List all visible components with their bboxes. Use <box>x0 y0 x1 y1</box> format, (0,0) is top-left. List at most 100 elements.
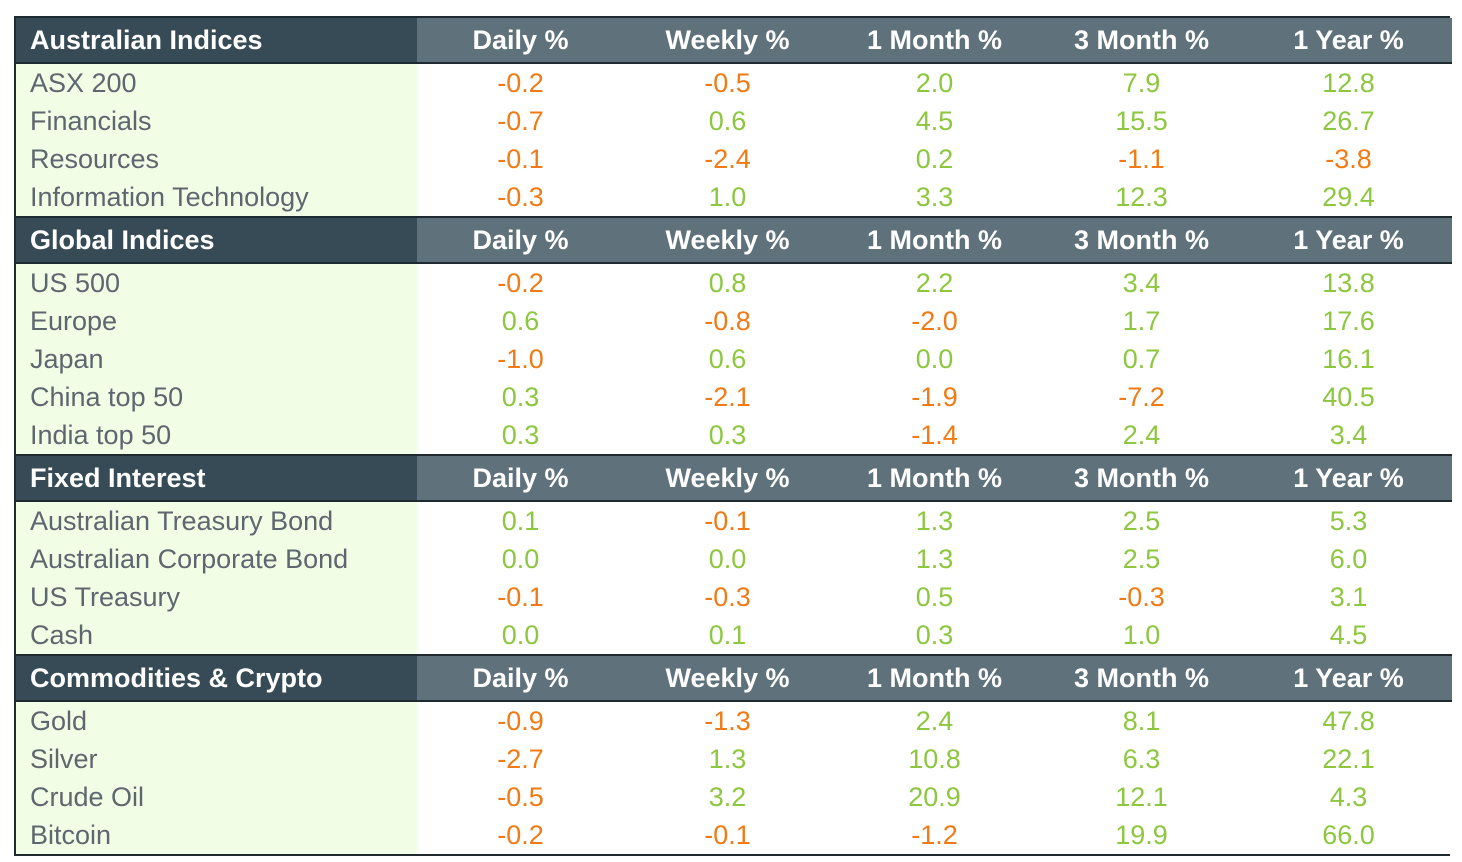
value-cell: 0.3 <box>831 616 1038 655</box>
value-cell: -0.3 <box>417 178 624 217</box>
value-cell: -7.2 <box>1038 378 1245 416</box>
value-cell: 0.3 <box>417 378 624 416</box>
value-cell: -0.5 <box>417 778 624 816</box>
column-header: Daily % <box>417 454 624 502</box>
row-label: Silver <box>16 740 417 778</box>
value-cell: 0.1 <box>417 501 624 540</box>
table-row: US Treasury -0.1 -0.3 0.5 -0.3 3.1 <box>16 578 1452 616</box>
value-cell: 10.8 <box>831 740 1038 778</box>
value-cell: 0.3 <box>417 416 624 455</box>
value-cell: -0.8 <box>624 302 831 340</box>
row-label: Japan <box>16 340 417 378</box>
section-header-australian-indices: Australian Indices Daily % Weekly % 1 Month… <box>16 18 1452 64</box>
row-label: Gold <box>16 701 417 740</box>
value-cell: 17.6 <box>1245 302 1452 340</box>
value-cell: 0.7 <box>1038 340 1245 378</box>
table-row: Resources -0.1 -2.4 0.2 -1.1 -3.8 <box>16 140 1452 178</box>
value-cell: 29.4 <box>1245 178 1452 217</box>
table-row: Bitcoin -0.2 -0.1 -1.2 19.9 66.0 <box>16 816 1452 854</box>
row-label: Information Technology <box>16 178 417 217</box>
value-cell: 22.1 <box>1245 740 1452 778</box>
row-label: Europe <box>16 302 417 340</box>
value-cell: -1.0 <box>417 340 624 378</box>
row-label: Financials <box>16 102 417 140</box>
value-cell: -0.1 <box>417 578 624 616</box>
value-cell: 1.3 <box>831 540 1038 578</box>
value-cell: -1.9 <box>831 378 1038 416</box>
value-cell: 66.0 <box>1245 816 1452 854</box>
value-cell: 8.1 <box>1038 701 1245 740</box>
value-cell: 16.1 <box>1245 340 1452 378</box>
value-cell: 12.8 <box>1245 63 1452 102</box>
row-label: Australian Treasury Bond <box>16 501 417 540</box>
value-cell: 7.9 <box>1038 63 1245 102</box>
table-row: Information Technology -0.3 1.0 3.3 12.3 29.4 <box>16 178 1452 217</box>
column-header: 1 Month % <box>831 654 1038 702</box>
table-row: Cash 0.0 0.1 0.3 1.0 4.5 <box>16 616 1452 655</box>
table-row: Gold -0.9 -1.3 2.4 8.1 47.8 <box>16 701 1452 740</box>
value-cell: -0.3 <box>1038 578 1245 616</box>
performance-grid: Australian Indices Daily % Weekly % 1 Month… <box>16 18 1452 854</box>
row-label: China top 50 <box>16 378 417 416</box>
table-row: ASX 200 -0.2 -0.5 2.0 7.9 12.8 <box>16 63 1452 102</box>
column-header: Daily % <box>417 654 624 702</box>
value-cell: 3.2 <box>624 778 831 816</box>
value-cell: 0.2 <box>831 140 1038 178</box>
column-header: Weekly % <box>624 454 831 502</box>
value-cell: -2.1 <box>624 378 831 416</box>
value-cell: 2.5 <box>1038 501 1245 540</box>
column-header: 3 Month % <box>1038 654 1245 702</box>
table-row: India top 50 0.3 0.3 -1.4 2.4 3.4 <box>16 416 1452 455</box>
value-cell: -1.3 <box>624 701 831 740</box>
value-cell: 1.7 <box>1038 302 1245 340</box>
value-cell: 0.0 <box>624 540 831 578</box>
column-header: 1 Month % <box>831 454 1038 502</box>
column-header: 3 Month % <box>1038 216 1245 264</box>
value-cell: 2.0 <box>831 63 1038 102</box>
section-header-fixed-interest: Fixed Interest Daily % Weekly % 1 Month % 3 … <box>16 454 1452 502</box>
value-cell: -0.3 <box>624 578 831 616</box>
table-row: Australian Treasury Bond 0.1 -0.1 1.3 2.5 5.3 <box>16 501 1452 540</box>
row-label: Australian Corporate Bond <box>16 540 417 578</box>
section-title: Fixed Interest <box>16 454 417 502</box>
value-cell: 6.0 <box>1245 540 1452 578</box>
section-header-global-indices: Global Indices Daily % Weekly % 1 Month % 3 … <box>16 216 1452 264</box>
market-performance-table: Australian Indices Daily % Weekly % 1 Month… <box>14 16 1452 856</box>
value-cell: 26.7 <box>1245 102 1452 140</box>
table-row: US 500 -0.2 0.8 2.2 3.4 13.8 <box>16 263 1452 302</box>
row-label: US 500 <box>16 263 417 302</box>
table-row: China top 50 0.3 -2.1 -1.9 -7.2 40.5 <box>16 378 1452 416</box>
column-header: Weekly % <box>624 654 831 702</box>
value-cell: 40.5 <box>1245 378 1452 416</box>
row-label: ASX 200 <box>16 63 417 102</box>
value-cell: -0.9 <box>417 701 624 740</box>
section-title: Commodities & Crypto <box>16 654 417 702</box>
table-body: Australian Indices Daily % Weekly % 1 Month… <box>16 18 1452 854</box>
value-cell: 1.0 <box>1038 616 1245 655</box>
column-header: 3 Month % <box>1038 18 1245 64</box>
value-cell: 0.0 <box>831 340 1038 378</box>
value-cell: -1.2 <box>831 816 1038 854</box>
value-cell: 0.0 <box>417 616 624 655</box>
value-cell: 12.1 <box>1038 778 1245 816</box>
row-label: Crude Oil <box>16 778 417 816</box>
value-cell: 3.4 <box>1038 263 1245 302</box>
value-cell: 0.6 <box>624 340 831 378</box>
value-cell: -0.5 <box>624 63 831 102</box>
value-cell: 3.4 <box>1245 416 1452 455</box>
table-row: Japan -1.0 0.6 0.0 0.7 16.1 <box>16 340 1452 378</box>
value-cell: 3.1 <box>1245 578 1452 616</box>
value-cell: 0.3 <box>624 416 831 455</box>
value-cell: -0.1 <box>417 140 624 178</box>
column-header: Daily % <box>417 18 624 64</box>
value-cell: -0.2 <box>417 63 624 102</box>
value-cell: -3.8 <box>1245 140 1452 178</box>
value-cell: -0.2 <box>417 263 624 302</box>
row-label: India top 50 <box>16 416 417 455</box>
value-cell: 5.3 <box>1245 501 1452 540</box>
table-row: Silver -2.7 1.3 10.8 6.3 22.1 <box>16 740 1452 778</box>
column-header: Weekly % <box>624 216 831 264</box>
column-header: Weekly % <box>624 18 831 64</box>
value-cell: 1.3 <box>831 501 1038 540</box>
table-row: Europe 0.6 -0.8 -2.0 1.7 17.6 <box>16 302 1452 340</box>
